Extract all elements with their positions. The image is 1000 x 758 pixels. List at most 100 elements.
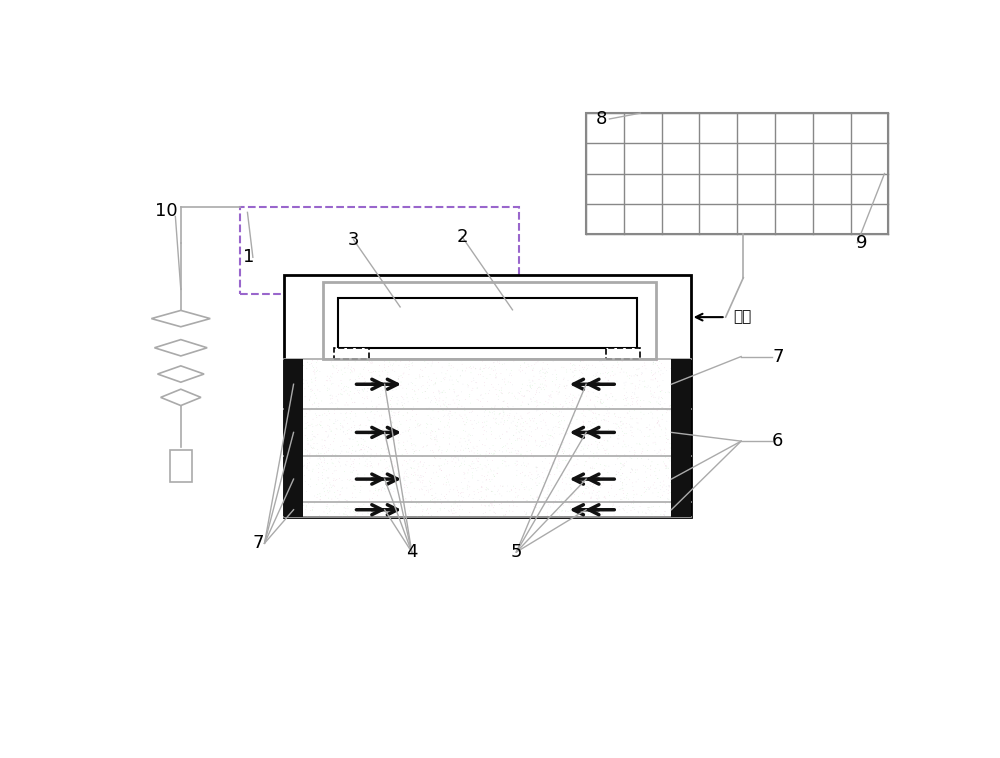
Point (615, 468, 631, 480)
Point (310, 384, 326, 396)
Point (301, 393, 317, 406)
Point (510, 448, 526, 460)
Point (646, 421, 662, 433)
Point (565, 377, 581, 390)
Point (461, 464, 477, 476)
Point (616, 377, 632, 389)
Point (653, 448, 669, 460)
Point (442, 399, 458, 411)
Point (465, 422, 481, 434)
Point (357, 376, 373, 388)
Point (394, 390, 410, 402)
Point (575, 373, 591, 385)
Point (585, 387, 601, 399)
Point (342, 373, 358, 385)
Point (439, 489, 455, 501)
Point (642, 501, 658, 513)
Point (495, 402, 511, 414)
Polygon shape (158, 366, 204, 382)
Point (590, 490, 606, 502)
Point (356, 377, 372, 389)
Point (477, 440, 493, 452)
Point (519, 507, 535, 519)
Point (330, 365, 346, 377)
Point (605, 440, 621, 453)
Point (384, 364, 400, 376)
Point (303, 442, 319, 454)
Point (449, 430, 465, 442)
Point (487, 361, 503, 373)
Point (420, 439, 436, 451)
Point (645, 374, 661, 386)
Point (656, 479, 672, 491)
Point (575, 506, 591, 518)
Point (406, 447, 422, 459)
Point (376, 362, 392, 374)
Point (346, 480, 362, 492)
Point (509, 407, 525, 419)
Point (650, 490, 666, 503)
Point (488, 371, 504, 383)
Point (531, 381, 547, 393)
Point (367, 451, 383, 463)
Point (558, 428, 574, 440)
Point (412, 456, 428, 468)
Point (616, 459, 632, 471)
Point (523, 379, 539, 391)
Point (317, 380, 333, 392)
Point (340, 510, 356, 522)
Point (554, 445, 570, 457)
Point (481, 499, 497, 511)
Point (644, 408, 660, 420)
Point (634, 453, 650, 465)
Point (623, 420, 639, 432)
Point (477, 377, 493, 389)
Point (308, 380, 324, 392)
Point (364, 461, 380, 473)
Point (457, 404, 473, 416)
Point (576, 410, 592, 422)
Point (494, 503, 510, 515)
Point (565, 396, 581, 409)
Point (560, 428, 576, 440)
Point (563, 468, 579, 481)
Point (360, 357, 376, 369)
Point (535, 435, 551, 447)
Point (345, 491, 361, 503)
Point (427, 376, 443, 388)
Point (407, 421, 423, 434)
Point (359, 460, 375, 472)
Point (544, 431, 560, 443)
Point (379, 443, 395, 455)
Point (498, 451, 514, 463)
Point (627, 383, 643, 395)
Point (621, 418, 637, 431)
Point (618, 418, 634, 430)
Point (588, 413, 604, 425)
Point (567, 365, 583, 377)
Point (361, 441, 377, 453)
Point (375, 473, 391, 485)
Point (450, 490, 466, 502)
Point (431, 423, 447, 435)
Point (300, 457, 316, 469)
Point (301, 419, 317, 431)
Point (604, 365, 620, 377)
Point (399, 447, 415, 459)
Point (551, 386, 567, 398)
Point (372, 370, 388, 382)
Point (390, 373, 406, 385)
Point (297, 390, 313, 402)
Point (540, 507, 556, 519)
Point (608, 489, 624, 501)
Point (334, 483, 350, 495)
Point (524, 509, 540, 522)
Point (576, 364, 592, 376)
Point (396, 367, 412, 379)
Point (354, 379, 370, 391)
Point (660, 386, 676, 398)
Point (615, 393, 631, 406)
Point (394, 396, 410, 409)
Point (493, 368, 509, 380)
Point (615, 460, 631, 472)
